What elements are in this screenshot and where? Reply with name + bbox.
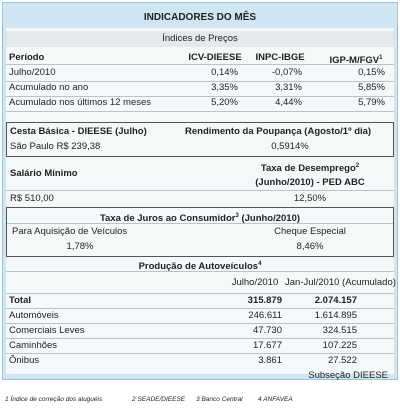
note: 2	[355, 163, 360, 169]
rule	[6, 190, 394, 191]
rule	[6, 81, 394, 82]
rule	[6, 353, 394, 354]
cell: 107.225	[322, 340, 357, 351]
band	[6, 31, 394, 47]
cell: 324.515	[322, 325, 357, 336]
footnote-text: ANFAVEA	[263, 396, 293, 403]
cell: 4,44%	[275, 97, 302, 108]
cell: 47.730	[252, 325, 282, 336]
cell: 0,15%	[358, 67, 385, 78]
cell: 5,85%	[358, 82, 385, 93]
header: ICV-DIEESE	[188, 52, 242, 63]
cell: 0,14%	[211, 67, 238, 78]
value: R$ 510,00	[10, 193, 54, 204]
rule	[7, 223, 393, 224]
rule	[6, 293, 394, 294]
footnote: 2 SEADE/DIEESE	[132, 394, 185, 406]
cell: 5,20%	[211, 97, 238, 108]
label: Cheque Especial	[274, 226, 346, 237]
label: (Junho/2010)	[241, 213, 301, 224]
rule	[6, 64, 394, 65]
rule	[6, 338, 394, 339]
note: 1	[379, 55, 383, 61]
label: Taxa de Juros ao Consumidor3 (Junho/2010…	[0, 210, 400, 225]
label: Taxa de Desemprego2	[230, 160, 390, 175]
cell: Acumulado no ano	[9, 82, 89, 93]
title: INDICADORES DO MÊS	[143, 12, 257, 23]
label: (Junho/2010) - PED ABC	[255, 177, 365, 188]
cell: 5,79%	[358, 97, 385, 108]
cell: Acumulado nos últimos 12 meses	[9, 97, 152, 108]
value: 8,46%	[296, 241, 324, 252]
footnote-text: Banco Central	[201, 396, 243, 403]
label: Cesta Básica - DIEESE (Julho)	[10, 126, 147, 137]
footnote: 1 Índice de correção dos aluguéis	[5, 394, 102, 406]
header: INPC-IBGE	[255, 52, 305, 63]
rule	[6, 271, 394, 272]
section-title: Produção de Autoveículos4	[0, 258, 400, 273]
cell: 17.677	[252, 340, 282, 351]
cell: Automóveis	[9, 310, 59, 321]
rule	[6, 96, 394, 97]
cell: 3,35%	[211, 82, 238, 93]
cell: 3.861	[258, 355, 282, 366]
source: Subseção DIEESE	[308, 370, 388, 381]
section-title: Produção de Autoveículos	[138, 261, 259, 272]
note: 4	[258, 261, 262, 267]
label: Taxa de Desemprego	[260, 163, 356, 174]
value: São Paulo R$ 239,38	[10, 141, 101, 152]
note: 3	[235, 213, 239, 219]
cell: 1.614.895	[314, 310, 357, 321]
value: 0,5914%	[271, 141, 309, 152]
cell: Comerciais Leves	[9, 325, 85, 336]
label: Taxa de Juros ao Consumidor	[99, 213, 236, 224]
cell: 2.074.157	[314, 295, 357, 306]
box	[6, 122, 394, 157]
rule	[6, 308, 394, 309]
header: IGP-M/FGV1	[318, 52, 394, 67]
section-title: Índices de Preços	[162, 33, 238, 44]
footnote-text: Índice de correção dos aluguéis	[10, 396, 103, 403]
rule	[6, 111, 394, 112]
cell: Julho/2010	[9, 67, 56, 78]
header: IGP-M/FGV	[329, 55, 380, 66]
rule	[6, 323, 394, 324]
footnote: 4 ANFAVEA	[258, 394, 293, 406]
value: 12,50%	[293, 193, 327, 204]
cell: Caminhões	[9, 340, 58, 351]
cell: Total	[9, 295, 31, 306]
cell: 27.522	[327, 355, 357, 366]
cell: 315.879	[247, 295, 282, 306]
cell: 246.611	[248, 310, 282, 321]
cell: 3,31%	[275, 82, 302, 93]
footnote-text: SEADE/DIEESE	[137, 396, 186, 403]
cell: Ônibus	[9, 355, 40, 366]
footnote: 3 Banco Central	[196, 394, 243, 406]
header: Período	[9, 52, 45, 63]
label: Para Aquisição de Veículos	[12, 226, 128, 237]
cell: -0,07%	[271, 67, 302, 78]
box	[6, 207, 394, 257]
value: 1,78%	[66, 241, 94, 252]
header: Julho/2010	[231, 277, 279, 288]
footnote-mark: 1	[5, 396, 9, 403]
footnote-mark: 3	[196, 396, 200, 403]
footnote-mark: 4	[258, 396, 262, 403]
header: Jan-Jul/2010 (Acumulado)	[285, 277, 396, 288]
inner	[6, 28, 394, 374]
label: Rendimento da Poupança (Agosto/1º dia)	[185, 126, 372, 137]
footnote-mark: 2	[132, 396, 136, 403]
label: Salário Mínimo	[10, 168, 78, 179]
